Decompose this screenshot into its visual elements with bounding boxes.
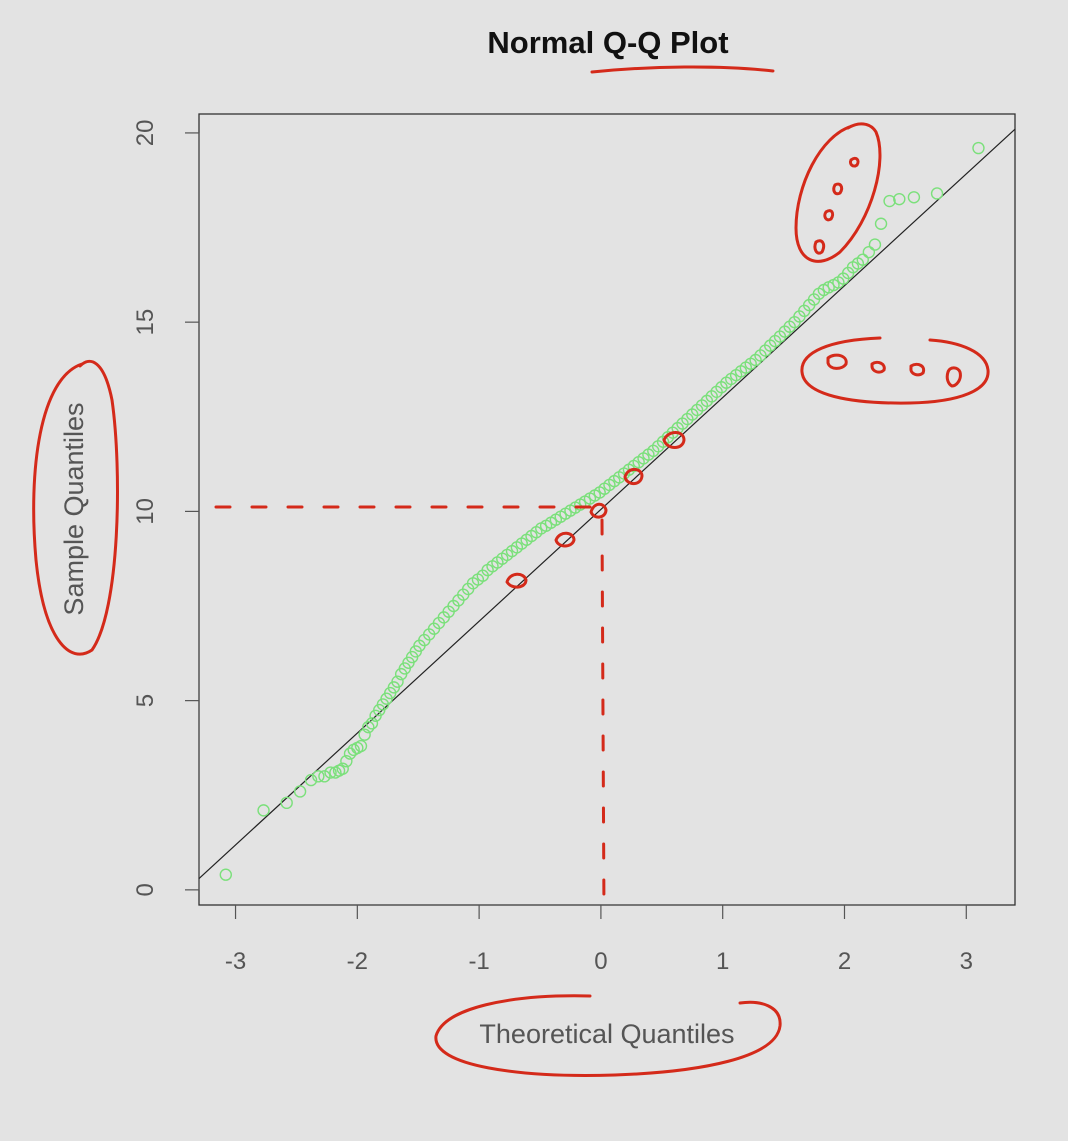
qq-point [312, 770, 325, 783]
y-tick-label: 10 [132, 498, 159, 525]
title-underline-stroke [590, 65, 775, 74]
highlight-mark-5 [662, 431, 686, 449]
upper-outlier-mark-1 [849, 156, 860, 168]
lower-outlier-mark-4 [945, 366, 962, 388]
upper-outlier-mark-2 [832, 182, 844, 196]
y-tick-label: 15 [132, 309, 159, 336]
qq-point [318, 770, 331, 783]
y-axis: 0 5 10 15 20 [132, 120, 200, 897]
x-tick-label: -2 [347, 948, 368, 975]
highlight-mark-2 [554, 531, 576, 548]
lower-outlier-circle-stroke [800, 336, 990, 405]
upper-outlier-mark-4 [813, 239, 826, 255]
x-tick-label: 3 [960, 948, 973, 975]
sample-points [219, 141, 985, 881]
y-tick-label: 0 [132, 883, 159, 896]
qq-point [304, 773, 318, 787]
qq-point [336, 762, 349, 775]
x-tick-label: -1 [468, 948, 489, 975]
y-axis-title: Sample Quantiles [59, 402, 89, 615]
vertical-guide-stroke [600, 518, 606, 917]
upper-outlier-mark-3 [823, 209, 835, 222]
qq-point [354, 739, 368, 753]
x-tick-label: 2 [838, 948, 851, 975]
qq-point [883, 194, 896, 208]
qq-point [391, 675, 404, 688]
ylabel-circle-stroke [32, 359, 119, 656]
qq-point [856, 253, 869, 266]
qq-point [257, 804, 270, 817]
qq-point [324, 766, 337, 779]
qq-point [862, 245, 876, 259]
qq-point [930, 187, 944, 200]
x-tick-label: 0 [594, 948, 607, 975]
qq-point [293, 785, 307, 798]
highlight-mark-3 [589, 502, 608, 519]
lower-outlier-mark-2 [870, 360, 886, 374]
highlight-mark-1 [505, 572, 528, 589]
qq-point [362, 720, 375, 734]
qq-point [907, 191, 921, 204]
x-tick-label: -3 [225, 948, 246, 975]
x-axis-title: Theoretical Quantiles [479, 1019, 734, 1049]
qq-point [219, 868, 232, 881]
plot-title: Normal Q-Q Plot [487, 25, 728, 60]
x-axis: -3 -2 -1 0 1 2 3 [225, 904, 973, 975]
lower-outlier-mark-3 [909, 362, 926, 377]
qq-point [868, 238, 882, 251]
qq-point [874, 217, 888, 230]
x-tick-label: 1 [716, 948, 729, 975]
qq-point [358, 728, 371, 741]
xlabel-circle-stroke [434, 994, 782, 1077]
highlight-mark-4 [623, 467, 644, 486]
qq-point [893, 192, 906, 206]
y-tick-label: 5 [132, 694, 159, 707]
qq-point [340, 754, 353, 768]
reference-line [198, 128, 1016, 879]
y-tick-label: 20 [132, 120, 159, 147]
handwritten-annotations [32, 65, 990, 1077]
qq-point [972, 141, 985, 155]
qq-point [365, 717, 379, 730]
lower-outlier-mark-1 [826, 353, 848, 370]
upper-outlier-circle-stroke [794, 122, 882, 263]
qq-point [280, 796, 293, 810]
